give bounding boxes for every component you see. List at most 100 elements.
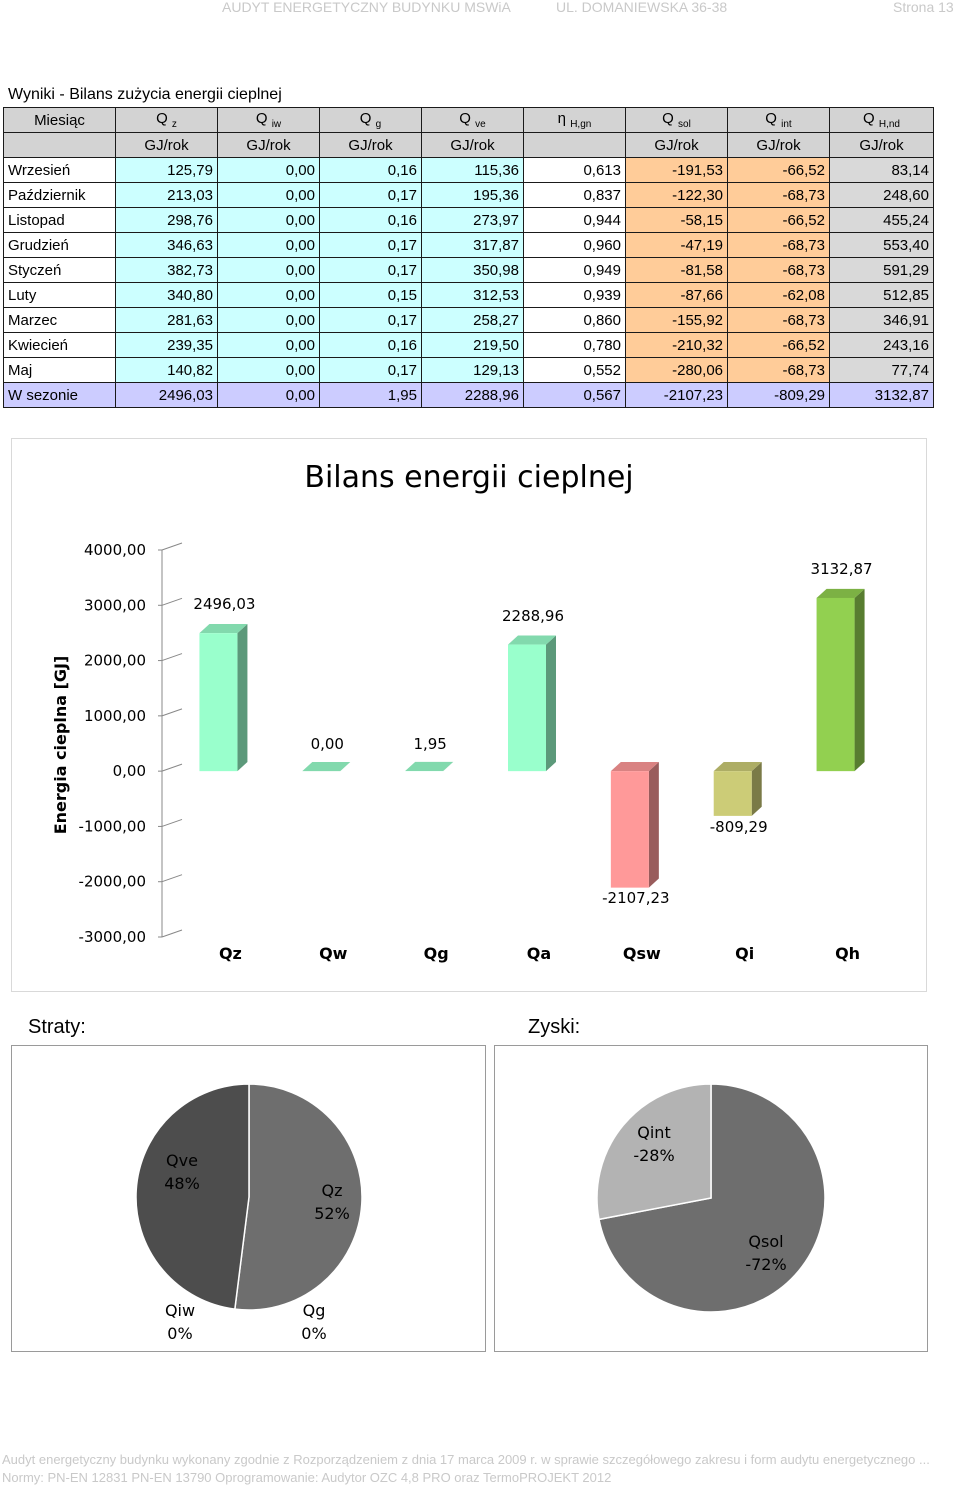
value-cell: -81,58 bbox=[625, 257, 728, 283]
month-cell: Wrzesień bbox=[3, 157, 116, 183]
pie-label-name: Qint bbox=[637, 1123, 670, 1142]
value-cell: 3132,87 bbox=[829, 382, 934, 408]
pie-label-value: 52% bbox=[314, 1204, 350, 1223]
bar-front-face bbox=[508, 644, 546, 772]
unit-cell: GJ/rok bbox=[421, 132, 524, 158]
value-cell: -2107,23 bbox=[625, 382, 728, 408]
value-cell: -87,66 bbox=[625, 282, 728, 308]
value-cell: 346,91 bbox=[829, 307, 934, 333]
bar-qa bbox=[508, 635, 556, 772]
column-header-int: Q int bbox=[727, 107, 830, 133]
value-cell: 0,613 bbox=[523, 157, 626, 183]
value-cell: 0,17 bbox=[319, 232, 422, 258]
y-tick-label: -3000,00 bbox=[79, 928, 146, 946]
y-tick-label: 3000,00 bbox=[84, 596, 146, 614]
value-cell: 83,14 bbox=[829, 157, 934, 183]
y-tick-depth bbox=[161, 597, 183, 606]
value-cell: -280,06 bbox=[625, 357, 728, 383]
value-cell: 0,552 bbox=[523, 357, 626, 383]
x-category-label: Qz bbox=[219, 944, 242, 963]
pie-label-name: Qz bbox=[322, 1181, 343, 1200]
column-header-hnd: Q H,nd bbox=[829, 107, 934, 133]
header-address: UL. DOMANIEWSKA 36-38 bbox=[556, 0, 728, 15]
value-cell: -66,52 bbox=[727, 332, 830, 358]
month-cell: Październik bbox=[3, 182, 116, 208]
value-cell: 77,74 bbox=[829, 357, 934, 383]
value-cell: 0,00 bbox=[217, 307, 320, 333]
x-category-label: Qh bbox=[835, 944, 860, 963]
value-cell: 317,87 bbox=[421, 232, 524, 258]
bar-top-face bbox=[405, 761, 454, 772]
month-cell: Styczeń bbox=[3, 257, 116, 283]
value-cell: -155,92 bbox=[625, 307, 728, 333]
pie-slice-qz bbox=[233, 1083, 363, 1311]
bar-chart-panel: Bilans energii cieplnej Energia cieplna [… bbox=[11, 438, 927, 992]
value-cell: 0,00 bbox=[217, 257, 320, 283]
bar-data-label: 2496,03 bbox=[193, 595, 255, 613]
month-cell: Grudzień bbox=[3, 232, 116, 258]
pie-label-name: Qg bbox=[303, 1301, 326, 1320]
pie-slice-qint bbox=[596, 1083, 712, 1221]
value-cell: 346,63 bbox=[115, 232, 218, 258]
value-cell: 195,36 bbox=[421, 182, 524, 208]
table-row: Wrzesień 125,79 0,00 0,16 115,36 0,613 -191,53… bbox=[3, 157, 934, 183]
footer-legal-note: Audyt energetyczny budynku wykonany zgod… bbox=[2, 1452, 930, 1467]
x-category-label: Qw bbox=[319, 944, 348, 963]
bar-data-label: -809,29 bbox=[710, 818, 768, 836]
value-cell: 350,98 bbox=[421, 257, 524, 283]
pie-label-name: Qsol bbox=[748, 1232, 783, 1251]
value-cell: -68,73 bbox=[727, 357, 830, 383]
column-header-ve: Q ve bbox=[421, 107, 524, 133]
value-cell: -58,15 bbox=[625, 207, 728, 233]
value-cell: 512,85 bbox=[829, 282, 934, 308]
value-cell: 312,53 bbox=[421, 282, 524, 308]
value-cell: 0,00 bbox=[217, 207, 320, 233]
value-cell: 281,63 bbox=[115, 307, 218, 333]
gains-section-title: Zyski: bbox=[528, 1016, 581, 1038]
y-tick-depth bbox=[161, 874, 183, 883]
value-cell: 340,80 bbox=[115, 282, 218, 308]
value-cell: 455,24 bbox=[829, 207, 934, 233]
x-category-label: Qg bbox=[424, 944, 449, 963]
value-cell: 129,13 bbox=[421, 357, 524, 383]
bar-side-face bbox=[854, 588, 865, 772]
bar-front-face bbox=[816, 597, 855, 772]
value-cell: 2496,03 bbox=[115, 382, 218, 408]
y-tick-depth bbox=[161, 542, 183, 551]
pie-label-value: 48% bbox=[164, 1174, 200, 1193]
table-row: Styczeń 382,73 0,00 0,17 350,98 0,949 -81,58 -6… bbox=[3, 257, 934, 283]
value-cell: -68,73 bbox=[727, 257, 830, 283]
value-cell: -68,73 bbox=[727, 232, 830, 258]
y-tick-label: -1000,00 bbox=[79, 817, 146, 835]
month-cell: Maj bbox=[3, 357, 116, 383]
value-cell: 553,40 bbox=[829, 232, 934, 258]
column-header-g: Q g bbox=[319, 107, 422, 133]
pie-label-name: Qiw bbox=[165, 1301, 195, 1320]
losses-pie-chart: Qz 52% Qiw 0% Qg 0% Qve 48% bbox=[135, 1083, 363, 1343]
value-cell: 0,17 bbox=[319, 257, 422, 283]
value-cell: -47,19 bbox=[625, 232, 728, 258]
unit-cell-empty bbox=[3, 132, 116, 158]
value-cell: 125,79 bbox=[115, 157, 218, 183]
bar-front-face bbox=[610, 771, 649, 888]
bar-top-face bbox=[610, 762, 659, 772]
value-cell: 248,60 bbox=[829, 182, 934, 208]
column-header-z: Q z bbox=[115, 107, 218, 133]
bar-chart: Bilans energii cieplnej Energia cieplna [… bbox=[51, 460, 873, 963]
bar-side-face bbox=[648, 762, 659, 888]
y-tick-depth bbox=[161, 929, 183, 938]
value-cell: 0,00 bbox=[217, 357, 320, 383]
bar-top-face bbox=[713, 762, 762, 772]
value-cell: 0,949 bbox=[523, 257, 626, 283]
value-cell: 213,03 bbox=[115, 182, 218, 208]
month-cell: Kwiecień bbox=[3, 332, 116, 358]
value-cell: -66,52 bbox=[727, 207, 830, 233]
column-header-hgn: η H,gn bbox=[523, 107, 626, 133]
pie-label-value: -72% bbox=[745, 1255, 786, 1274]
pie-slice-qve bbox=[135, 1083, 250, 1310]
y-tick-depth bbox=[161, 763, 183, 772]
value-cell: 0,00 bbox=[217, 182, 320, 208]
value-cell: 0,780 bbox=[523, 332, 626, 358]
bar-top-face bbox=[199, 624, 248, 634]
value-cell: -809,29 bbox=[727, 382, 830, 408]
